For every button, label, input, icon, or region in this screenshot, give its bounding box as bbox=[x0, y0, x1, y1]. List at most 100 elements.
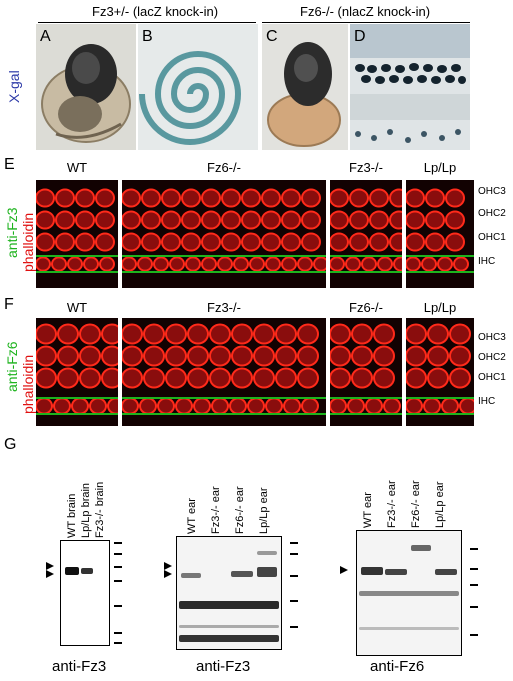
blot2-band bbox=[231, 571, 253, 577]
blot3-marker bbox=[470, 634, 478, 636]
blot3-lane-fz3: Fz3-/- ear bbox=[386, 480, 398, 528]
blot2-lane-lplp: Lp/Lp ear bbox=[258, 487, 270, 534]
hair-cell bbox=[369, 232, 389, 252]
blot1-lane-lplp-brain: Lp/Lp brain bbox=[80, 482, 92, 538]
f-stain-red: phalloidin bbox=[20, 354, 36, 414]
hair-cell bbox=[283, 397, 301, 415]
blot3-lane-lplp: Lp/Lp ear bbox=[434, 481, 446, 528]
blot3-band bbox=[435, 569, 457, 575]
hair-cell bbox=[153, 256, 169, 272]
hair-cell bbox=[406, 210, 425, 230]
e-row-ohc3: OHC3 bbox=[478, 186, 506, 197]
blot1-marker bbox=[114, 632, 122, 634]
hair-cell bbox=[393, 256, 402, 272]
hair-cell bbox=[427, 323, 449, 345]
hair-cell bbox=[389, 210, 402, 230]
hair-cell bbox=[122, 256, 137, 272]
hair-cell bbox=[95, 210, 115, 230]
blot2-band bbox=[257, 551, 277, 555]
hair-cell bbox=[249, 256, 265, 272]
blot3-band bbox=[385, 569, 407, 575]
hair-cell bbox=[36, 210, 55, 230]
hair-cell bbox=[141, 232, 161, 252]
hair-cell bbox=[453, 256, 469, 272]
hair-cell bbox=[261, 210, 281, 230]
hair-cell bbox=[441, 397, 459, 415]
hair-cell bbox=[459, 397, 474, 415]
hair-cell bbox=[265, 256, 281, 272]
hair-cell bbox=[181, 210, 201, 230]
xgal-label: X-gal bbox=[6, 70, 22, 103]
blot2-marker bbox=[290, 626, 298, 628]
hair-cell bbox=[201, 256, 217, 272]
hair-cell bbox=[425, 210, 445, 230]
hair-cell bbox=[181, 232, 201, 252]
e-col-fz3: Fz3-/- bbox=[349, 160, 383, 175]
e-panel-lplp bbox=[406, 180, 474, 288]
hair-cell bbox=[231, 323, 253, 345]
blot2-band bbox=[179, 625, 279, 628]
hair-cell bbox=[139, 397, 157, 415]
hair-cell bbox=[95, 232, 115, 252]
blot1-arrowhead-1 bbox=[46, 562, 54, 570]
label-c: C bbox=[266, 28, 278, 45]
hair-cell bbox=[79, 345, 101, 367]
hair-cell bbox=[253, 367, 275, 389]
blot2-caption: anti-Fz3 bbox=[196, 658, 251, 675]
hair-cell bbox=[406, 397, 423, 415]
hair-cell bbox=[36, 232, 55, 252]
hair-cell bbox=[187, 323, 209, 345]
blot1-band bbox=[65, 567, 79, 575]
hair-cell bbox=[122, 345, 143, 367]
hair-cell bbox=[330, 397, 347, 415]
hair-cell bbox=[165, 345, 187, 367]
hair-cell bbox=[101, 367, 118, 389]
f-panel-lplp bbox=[406, 318, 474, 426]
blot2-arrowhead-2 bbox=[164, 570, 172, 578]
blot2-lane-fz3: Fz3-/- ear bbox=[210, 486, 222, 534]
hair-cell bbox=[349, 188, 369, 208]
hair-cell bbox=[231, 345, 253, 367]
f-col-wt: WT bbox=[66, 300, 88, 315]
hair-cell bbox=[157, 397, 175, 415]
hair-cell bbox=[406, 323, 427, 345]
panel-b-image bbox=[138, 24, 258, 150]
blot1-arrowhead-2 bbox=[46, 570, 54, 578]
hair-cell bbox=[36, 256, 51, 272]
f-row-ohc2: OHC2 bbox=[478, 352, 506, 363]
hair-cell bbox=[201, 210, 221, 230]
header-fz6-nlacz: Fz6-/- (nlacZ knock-in) bbox=[300, 4, 431, 19]
blot2-membrane bbox=[176, 536, 282, 650]
hair-cell bbox=[143, 367, 165, 389]
label-g: G bbox=[4, 436, 17, 453]
hair-cell bbox=[330, 232, 349, 252]
hair-cell bbox=[221, 210, 241, 230]
hair-cell bbox=[425, 188, 445, 208]
hair-cell bbox=[330, 256, 345, 272]
hair-cell bbox=[330, 367, 351, 389]
hair-cell bbox=[373, 367, 395, 389]
blot3-band bbox=[361, 567, 383, 575]
f-row-ohc3: OHC3 bbox=[478, 332, 506, 343]
blot3-lane-fz6: Fz6-/- ear bbox=[410, 480, 422, 528]
hair-cell bbox=[221, 232, 241, 252]
e-col-fz6: Fz6-/- bbox=[207, 160, 241, 175]
hair-cell bbox=[95, 188, 115, 208]
blot3-marker bbox=[470, 606, 478, 608]
blot3-band bbox=[359, 627, 459, 630]
hair-cell bbox=[75, 232, 95, 252]
e-panel-fz6 bbox=[122, 180, 326, 288]
panel-a-image bbox=[36, 24, 136, 150]
blot2-band bbox=[179, 635, 279, 642]
hair-cell bbox=[36, 397, 53, 415]
hair-cell bbox=[301, 397, 319, 415]
blot3-arrowhead bbox=[340, 566, 348, 574]
e-stain-green: anti-Fz3 bbox=[4, 207, 20, 258]
hair-cell bbox=[241, 188, 261, 208]
hair-cell bbox=[421, 256, 437, 272]
hair-cell bbox=[301, 210, 321, 230]
hair-cell bbox=[373, 323, 395, 345]
hair-cell bbox=[55, 210, 75, 230]
hair-cell bbox=[169, 256, 185, 272]
hair-cell bbox=[389, 232, 402, 252]
